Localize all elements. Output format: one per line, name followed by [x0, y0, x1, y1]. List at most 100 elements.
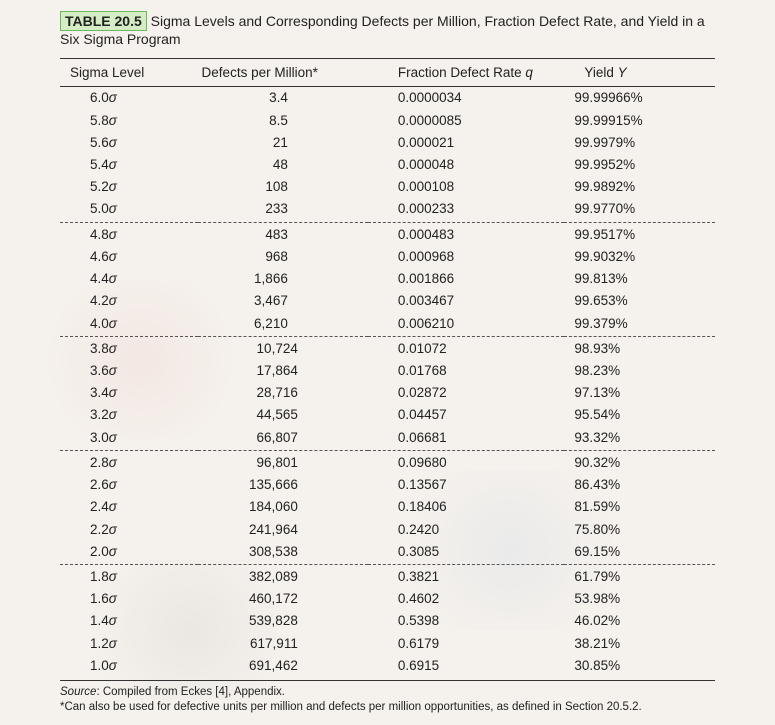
cell-dpm: 108 — [198, 176, 368, 198]
table-caption: TABLE 20.5 Sigma Levels and Correspondin… — [60, 12, 715, 48]
cell-dpm: 17,864 — [198, 360, 368, 382]
cell-yield: 46.02% — [564, 610, 715, 632]
cell-sigma: 1.4σ — [60, 610, 198, 632]
cell-dpm: 48 — [198, 154, 368, 176]
table-row: 3.8σ10,7240.0107298.93% — [60, 336, 715, 360]
cell-dpm: 382,089 — [198, 564, 368, 588]
cell-dpm: 617,911 — [198, 633, 368, 655]
cell-sigma: 2.2σ — [60, 519, 198, 541]
table-row: 6.0σ3.40.000003499.99966% — [60, 87, 715, 110]
table-row: 4.8σ4830.00048399.9517% — [60, 222, 715, 246]
cell-fraction: 0.18406 — [368, 496, 565, 518]
cell-fraction: 0.000233 — [368, 198, 565, 222]
cell-sigma: 2.6σ — [60, 474, 198, 496]
cell-fraction: 0.001866 — [368, 268, 565, 290]
table-row: 4.6σ9680.00096899.9032% — [60, 246, 715, 268]
cell-sigma: 3.8σ — [60, 336, 198, 360]
cell-yield: 99.9952% — [564, 154, 715, 176]
cell-dpm: 184,060 — [198, 496, 368, 518]
cell-sigma: 3.6σ — [60, 360, 198, 382]
table-row: 2.4σ184,0600.1840681.59% — [60, 496, 715, 518]
cell-fraction: 0.0000085 — [368, 110, 565, 132]
cell-fraction: 0.06681 — [368, 427, 565, 451]
cell-yield: 99.99915% — [564, 110, 715, 132]
cell-yield: 99.9979% — [564, 132, 715, 154]
cell-yield: 61.79% — [564, 564, 715, 588]
table-footnote: Source: Compiled from Eckes [4], Appendi… — [60, 685, 715, 715]
cell-dpm: 28,716 — [198, 382, 368, 404]
table-row: 3.4σ28,7160.0287297.13% — [60, 382, 715, 404]
cell-sigma: 3.0σ — [60, 427, 198, 451]
table-row: 2.6σ135,6660.1356786.43% — [60, 474, 715, 496]
cell-dpm: 96,801 — [198, 450, 368, 474]
table-title-text: Sigma Levels and Corresponding Defects p… — [60, 13, 705, 47]
cell-fraction: 0.02872 — [368, 382, 565, 404]
cell-dpm: 241,964 — [198, 519, 368, 541]
cell-fraction: 0.000483 — [368, 222, 565, 246]
cell-sigma: 5.0σ — [60, 198, 198, 222]
table-row: 2.2σ241,9640.242075.80% — [60, 519, 715, 541]
cell-yield: 98.93% — [564, 336, 715, 360]
footnote-source-text: : Compiled from Eckes [4], Appendix. — [96, 686, 285, 698]
cell-fraction: 0.6179 — [368, 633, 565, 655]
cell-dpm: 308,538 — [198, 541, 368, 565]
table-row: 4.2σ3,4670.00346799.653% — [60, 290, 715, 312]
cell-fraction: 0.09680 — [368, 450, 565, 474]
cell-fraction: 0.0000034 — [368, 87, 565, 110]
cell-yield: 99.813% — [564, 268, 715, 290]
cell-dpm: 233 — [198, 198, 368, 222]
cell-yield: 86.43% — [564, 474, 715, 496]
cell-yield: 53.98% — [564, 588, 715, 610]
cell-yield: 98.23% — [564, 360, 715, 382]
table-row: 1.8σ382,0890.382161.79% — [60, 564, 715, 588]
cell-yield: 97.13% — [564, 382, 715, 404]
cell-fraction: 0.000108 — [368, 176, 565, 198]
footnote-source-label: Source — [60, 686, 96, 698]
cell-sigma: 1.2σ — [60, 633, 198, 655]
cell-dpm: 3,467 — [198, 290, 368, 312]
cell-sigma: 1.6σ — [60, 588, 198, 610]
cell-sigma: 1.8σ — [60, 564, 198, 588]
cell-sigma: 5.4σ — [60, 154, 198, 176]
table-row: 4.4σ1,8660.00186699.813% — [60, 268, 715, 290]
cell-fraction: 0.04457 — [368, 404, 565, 426]
cell-sigma: 6.0σ — [60, 87, 198, 110]
cell-sigma: 4.2σ — [60, 290, 198, 312]
table-row: 1.0σ691,4620.691530.85% — [60, 655, 715, 681]
cell-yield: 69.15% — [564, 541, 715, 565]
cell-sigma: 3.4σ — [60, 382, 198, 404]
cell-yield: 30.85% — [564, 655, 715, 681]
table-label: TABLE 20.5 — [60, 11, 147, 31]
cell-yield: 99.9770% — [564, 198, 715, 222]
col-sigma-level: Sigma Level — [60, 59, 198, 87]
sigma-table: Sigma Level Defects per Million* Fractio… — [60, 58, 715, 681]
cell-fraction: 0.4602 — [368, 588, 565, 610]
cell-dpm: 483 — [198, 222, 368, 246]
col-defects-per-million: Defects per Million* — [198, 59, 368, 87]
cell-fraction: 0.01768 — [368, 360, 565, 382]
cell-dpm: 460,172 — [198, 588, 368, 610]
cell-sigma: 4.8σ — [60, 222, 198, 246]
cell-fraction: 0.3821 — [368, 564, 565, 588]
footnote-star: *Can also be used for defective units pe… — [60, 701, 642, 713]
cell-yield: 75.80% — [564, 519, 715, 541]
cell-sigma: 4.4σ — [60, 268, 198, 290]
cell-fraction: 0.01072 — [368, 336, 565, 360]
table-row: 5.6σ210.00002199.9979% — [60, 132, 715, 154]
cell-fraction: 0.5398 — [368, 610, 565, 632]
cell-yield: 99.9892% — [564, 176, 715, 198]
cell-sigma: 5.2σ — [60, 176, 198, 198]
cell-fraction: 0.6915 — [368, 655, 565, 681]
cell-yield: 99.379% — [564, 313, 715, 337]
cell-yield: 99.653% — [564, 290, 715, 312]
cell-fraction: 0.000968 — [368, 246, 565, 268]
cell-dpm: 10,724 — [198, 336, 368, 360]
cell-fraction: 0.2420 — [368, 519, 565, 541]
cell-yield: 99.9032% — [564, 246, 715, 268]
cell-dpm: 6,210 — [198, 313, 368, 337]
cell-sigma: 2.8σ — [60, 450, 198, 474]
cell-dpm: 44,565 — [198, 404, 368, 426]
table-row: 5.8σ8.50.000008599.99915% — [60, 110, 715, 132]
cell-sigma: 2.0σ — [60, 541, 198, 565]
table-row: 2.0σ308,5380.308569.15% — [60, 541, 715, 565]
